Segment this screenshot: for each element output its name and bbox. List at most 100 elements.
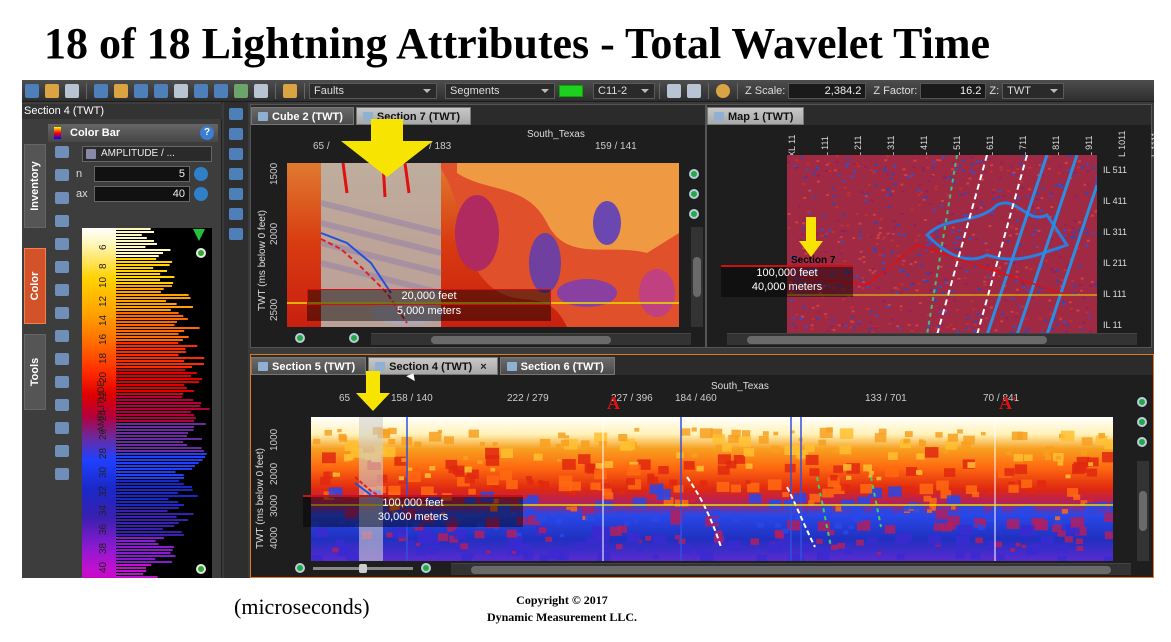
zoom-out-h-icon[interactable] bbox=[295, 563, 305, 573]
color-bar-tick: 30 bbox=[98, 466, 109, 478]
vertical-scrollbar[interactable] bbox=[1137, 461, 1149, 561]
folder-icon[interactable] bbox=[45, 83, 59, 98]
tab-color[interactable]: Color bbox=[24, 248, 46, 324]
tab-map-1[interactable]: Map 1 (TWT) bbox=[707, 107, 805, 125]
tab-section-6[interactable]: Section 6 (TWT) bbox=[499, 357, 615, 375]
scrollbar-thumb[interactable] bbox=[1139, 491, 1147, 531]
min-value-input[interactable]: 5 bbox=[94, 166, 190, 182]
rotate-icon[interactable] bbox=[229, 168, 243, 180]
max-value-input[interactable]: 40 bbox=[94, 186, 190, 202]
scrollbar-thumb[interactable] bbox=[747, 336, 1047, 344]
zoom-out-icon[interactable] bbox=[196, 564, 206, 574]
marker-a-prime: A' bbox=[999, 393, 1017, 413]
faults-dropdown[interactable]: Faults bbox=[309, 82, 437, 99]
zoom-icon[interactable] bbox=[229, 148, 243, 160]
layout-icon[interactable] bbox=[234, 83, 248, 98]
segments-dropdown[interactable]: Segments bbox=[445, 82, 555, 99]
document-icon[interactable] bbox=[55, 215, 69, 227]
section-7-image[interactable] bbox=[287, 163, 679, 327]
pick-icon[interactable] bbox=[114, 83, 128, 98]
zoom-slider-handle[interactable] bbox=[359, 564, 367, 573]
print-icon[interactable] bbox=[214, 83, 228, 98]
zoom-in-icon[interactable] bbox=[689, 169, 699, 179]
top-marker[interactable]: 5 bbox=[192, 228, 206, 242]
yellow-arrow-icon bbox=[341, 119, 433, 177]
section-4-image[interactable] bbox=[311, 417, 1113, 561]
flatten-icon[interactable] bbox=[154, 83, 168, 98]
tab-cube-2[interactable]: Cube 2 (TWT) bbox=[251, 107, 354, 125]
reset-zoom-icon[interactable] bbox=[1137, 417, 1147, 427]
save-icon[interactable] bbox=[55, 468, 69, 480]
measure-icon[interactable] bbox=[229, 208, 243, 220]
min-value-row: n 5 bbox=[76, 166, 216, 182]
zoom-out-icon[interactable] bbox=[1137, 437, 1147, 447]
scrollbar-thumb[interactable] bbox=[471, 566, 1111, 574]
section-label: Section 7 bbox=[791, 255, 836, 266]
split-icon[interactable] bbox=[55, 284, 69, 296]
redo-color-icon[interactable] bbox=[55, 261, 69, 273]
color-table-icon[interactable] bbox=[55, 146, 69, 158]
undo-icon[interactable] bbox=[667, 83, 681, 98]
zoom-slider[interactable] bbox=[313, 564, 413, 573]
z-scale-input[interactable]: 2,384.2 bbox=[788, 82, 867, 99]
open-project-icon[interactable] bbox=[25, 83, 39, 98]
tab-tools[interactable]: Tools bbox=[24, 334, 46, 410]
tab-section-4[interactable]: Section 4 (TWT) × bbox=[368, 357, 498, 375]
layers-icon[interactable] bbox=[194, 83, 208, 98]
max-reset-icon[interactable] bbox=[194, 187, 208, 201]
marker-icon[interactable] bbox=[55, 353, 69, 365]
horizon-dropdown[interactable]: C11-2 bbox=[593, 82, 655, 99]
pencil-icon[interactable] bbox=[283, 83, 297, 98]
help-icon[interactable]: ? bbox=[200, 126, 214, 140]
sun-icon[interactable] bbox=[716, 83, 730, 98]
close-tab-icon[interactable]: × bbox=[480, 361, 487, 373]
zoom-out-h-icon[interactable] bbox=[295, 333, 305, 343]
vertical-scrollbar[interactable] bbox=[691, 227, 703, 327]
color-tools-column bbox=[54, 146, 72, 576]
min-reset-icon[interactable] bbox=[194, 167, 208, 181]
horizontal-scrollbar[interactable] bbox=[451, 563, 1131, 575]
zoom-out-icon[interactable] bbox=[689, 209, 699, 219]
ruler-label: 227 / 396 bbox=[611, 393, 653, 404]
refresh-icon[interactable] bbox=[55, 169, 69, 181]
undo-color-icon[interactable] bbox=[55, 238, 69, 250]
tab-inventory[interactable]: Inventory bbox=[24, 144, 46, 228]
pie-icon[interactable] bbox=[55, 192, 69, 204]
zoom-in-h-icon[interactable] bbox=[421, 563, 431, 573]
snapshot-icon[interactable] bbox=[229, 228, 243, 240]
scrollbar-thumb[interactable] bbox=[431, 336, 611, 344]
horizontal-scrollbar[interactable] bbox=[727, 333, 1137, 345]
arrows-icon[interactable] bbox=[55, 399, 69, 411]
horizontal-scrollbar[interactable] bbox=[371, 333, 691, 345]
map-image[interactable] bbox=[787, 155, 1097, 335]
color-swatch[interactable] bbox=[559, 84, 583, 97]
window-icon[interactable] bbox=[65, 83, 79, 98]
scrollbar-thumb[interactable] bbox=[693, 257, 701, 297]
zoom-in-h-icon[interactable] bbox=[349, 333, 359, 343]
fault-icon[interactable] bbox=[134, 83, 148, 98]
z-factor-input[interactable]: 16.2 bbox=[920, 82, 987, 99]
camera-icon[interactable] bbox=[254, 83, 268, 98]
zoom-in-icon[interactable] bbox=[1137, 397, 1147, 407]
table-icon[interactable] bbox=[55, 422, 69, 434]
picker-icon[interactable] bbox=[55, 330, 69, 342]
ruler-label: 159 / 141 bbox=[595, 141, 637, 152]
redo-icon[interactable] bbox=[687, 83, 701, 98]
zoom-in-icon[interactable] bbox=[196, 248, 206, 258]
attribute-dropdown[interactable]: AMPLITUDE / ... bbox=[82, 146, 212, 162]
color-bar[interactable] bbox=[82, 228, 116, 578]
zoom-window-icon[interactable] bbox=[229, 108, 243, 120]
grid-icon[interactable] bbox=[94, 83, 108, 98]
z-domain-dropdown[interactable]: TWT bbox=[1002, 82, 1065, 99]
crossline-label: L 311 bbox=[886, 135, 896, 157]
pan-icon[interactable] bbox=[229, 128, 243, 140]
y-tick: 2500 bbox=[269, 298, 280, 321]
reset-zoom-icon[interactable] bbox=[689, 189, 699, 199]
move-icon[interactable] bbox=[174, 83, 188, 98]
palette-icon[interactable] bbox=[55, 307, 69, 319]
tab-section-5[interactable]: Section 5 (TWT) bbox=[251, 357, 367, 375]
columns-icon[interactable] bbox=[55, 445, 69, 457]
ramp-icon[interactable] bbox=[55, 376, 69, 388]
color-bar-tick: 34 bbox=[98, 504, 109, 516]
home-view-icon[interactable] bbox=[229, 188, 243, 200]
